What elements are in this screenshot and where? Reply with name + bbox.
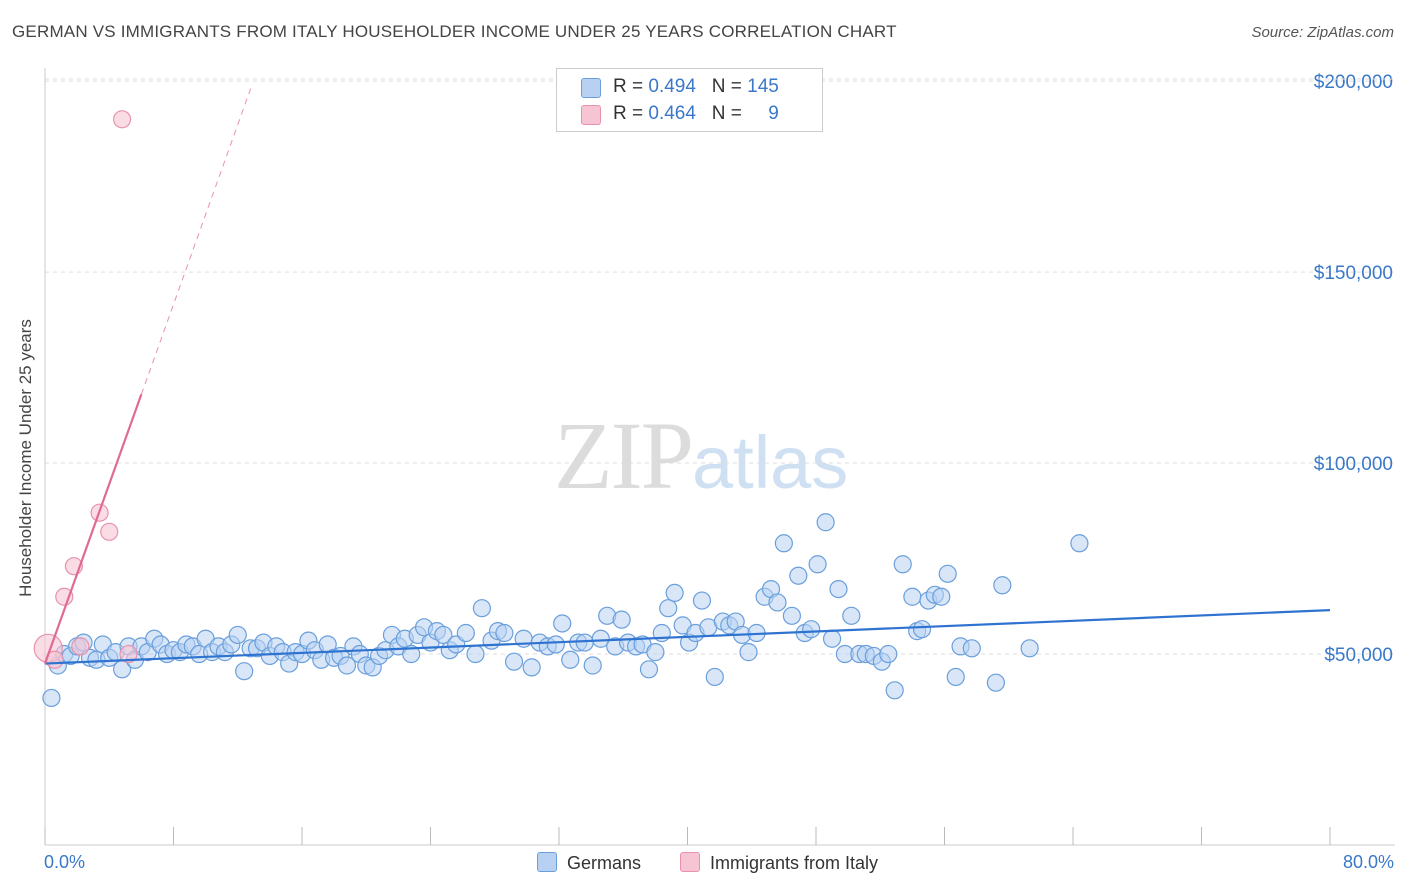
point-germans <box>879 644 898 664</box>
series-swatch-germans <box>537 852 557 872</box>
point-germans <box>938 564 957 583</box>
point-germans <box>782 606 802 625</box>
legend-italy-r-value: 0.464 <box>648 103 696 124</box>
watermark: ZIPatlas <box>554 400 848 511</box>
y-tick-label: $150,000 <box>1314 263 1393 284</box>
point-germans <box>646 643 665 662</box>
point-germans <box>768 593 787 612</box>
point-germans <box>235 662 254 681</box>
point-germans <box>1070 534 1089 553</box>
chart-title: GERMAN VS IMMIGRANTS FROM ITALY HOUSEHOL… <box>12 22 897 41</box>
x-tick-label-min: 0.0% <box>44 852 86 872</box>
watermark-atlas: atlas <box>692 421 849 504</box>
legend-germans-n-label: N = <box>711 76 742 97</box>
trend-line-italy-extension <box>140 88 252 395</box>
stats-legend: R = 0.494 N = 145 R = 0.464 N = 9 <box>556 68 823 132</box>
point-germans <box>472 599 491 618</box>
series-legend-germans[interactable]: Germans <box>537 852 641 874</box>
point-germans <box>903 587 922 606</box>
legend-swatch-germans <box>581 78 601 98</box>
point-germans <box>591 629 610 648</box>
y-tick-label: $100,000 <box>1314 454 1393 475</box>
point-germans <box>228 625 247 645</box>
point-germans <box>639 660 659 679</box>
point-germans <box>42 688 61 708</box>
point-germans <box>612 610 631 629</box>
legend-swatch-italy <box>581 105 601 125</box>
y-tick-label: $200,000 <box>1314 72 1393 93</box>
point-germans <box>808 555 827 574</box>
point-germans <box>739 643 758 662</box>
y-tick-label: $50,000 <box>1324 645 1393 666</box>
point-germans <box>659 599 678 618</box>
point-germans <box>583 656 602 675</box>
point-italy <box>112 110 132 129</box>
watermark-zip: ZIP <box>554 402 694 509</box>
series-swatch-italy <box>680 852 700 872</box>
point-germans <box>842 606 861 625</box>
point-germans <box>774 534 793 553</box>
point-germans <box>504 652 524 671</box>
point-germans <box>665 583 684 603</box>
point-italy <box>71 637 90 656</box>
point-germans <box>466 644 485 664</box>
point-germans <box>337 656 357 675</box>
series-legend-italy[interactable]: Immigrants from Italy <box>680 852 878 874</box>
trend-line-germans <box>44 609 1331 665</box>
point-germans <box>822 629 842 648</box>
point-germans <box>553 614 572 633</box>
legend-italy-n-value: 9 <box>768 103 779 124</box>
point-germans <box>802 620 821 639</box>
point-germans <box>932 587 951 606</box>
point-germans <box>789 566 808 585</box>
legend-italy-r-label: R = <box>613 103 644 124</box>
point-germans <box>986 673 1006 692</box>
x-tick-label-max: 80.0% <box>1342 852 1394 872</box>
series-label-germans: Germans <box>567 853 642 873</box>
series-label-italy: Immigrants from Italy <box>710 853 879 873</box>
point-germans <box>456 623 475 643</box>
point-germans <box>692 591 712 610</box>
point-germans <box>829 579 848 599</box>
point-germans <box>912 620 932 639</box>
point-italy <box>100 522 119 541</box>
trend-line-italy <box>43 393 143 664</box>
point-germans <box>893 555 912 574</box>
point-germans <box>705 667 724 687</box>
point-germans <box>434 625 453 645</box>
source-label: Source: ZipAtlas.com <box>1251 24 1394 41</box>
point-germans <box>962 639 981 658</box>
point-germans <box>575 633 594 652</box>
point-germans <box>946 667 965 687</box>
point-italy <box>119 644 138 664</box>
point-germans <box>993 576 1012 595</box>
point-germans <box>495 623 514 643</box>
legend-germans-n-value: 145 <box>747 76 779 97</box>
point-germans <box>561 650 580 669</box>
point-germans <box>522 658 541 677</box>
legend-germans-r-label: R = <box>613 76 644 97</box>
point-germans <box>1020 639 1039 658</box>
legend-italy-n-label: N = <box>711 103 742 124</box>
point-germans <box>816 513 835 532</box>
point-germans <box>885 681 904 700</box>
point-germans <box>546 635 565 654</box>
point-germans <box>402 644 421 664</box>
legend-germans-r-value: 0.494 <box>648 76 696 97</box>
